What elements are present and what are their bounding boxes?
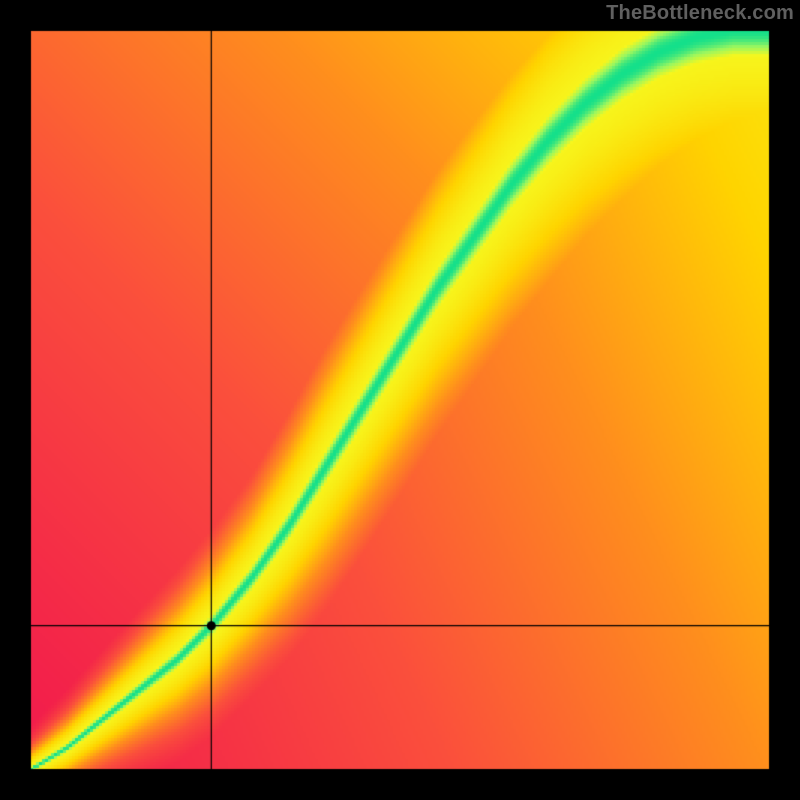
chart-container: TheBottleneck.com (0, 0, 800, 800)
watermark-text: TheBottleneck.com (606, 2, 794, 25)
bottleneck-heatmap (0, 0, 800, 800)
